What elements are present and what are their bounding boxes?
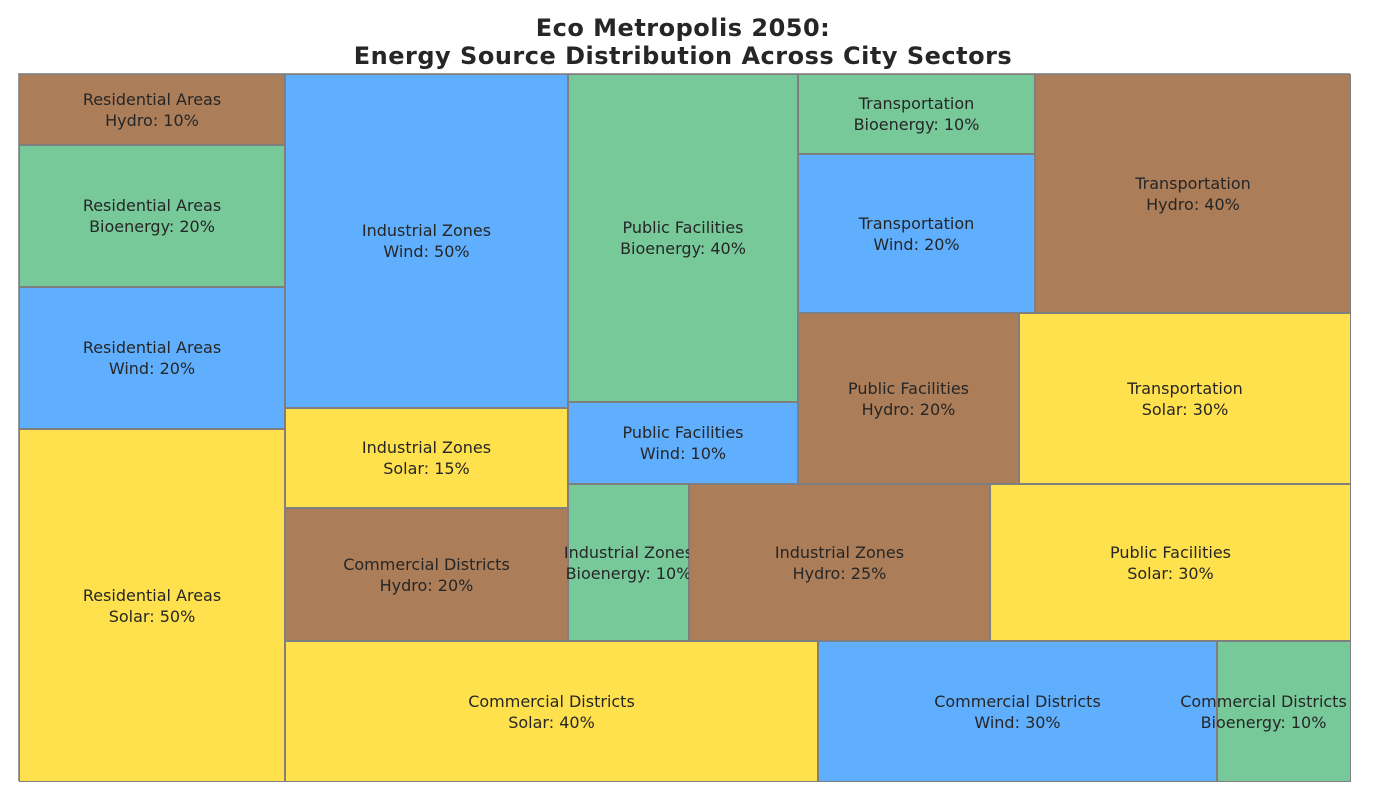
chart-title-line-2: Energy Source Distribution Across City S…: [353, 42, 1013, 70]
tile-residential-areas-wind: [19, 287, 285, 429]
tile-industrial-zones-solar: [285, 408, 568, 508]
tile-transportation-hydro: [1035, 74, 1351, 313]
tile-transportation-solar: [1019, 313, 1351, 484]
tile-public-facilities-solar: [990, 484, 1351, 641]
tile-commercial-districts-solar: [285, 641, 818, 782]
tile-commercial-districts-bioenergy: [1217, 641, 1351, 782]
tile-industrial-zones-wind: [285, 74, 568, 408]
tile-public-facilities-wind: [568, 402, 798, 484]
tile-public-facilities-hydro: [798, 313, 1019, 484]
tile-public-facilities-bioenergy: [568, 74, 798, 402]
tile-industrial-zones-bioenergy: [568, 484, 689, 641]
tile-commercial-districts-wind: [818, 641, 1217, 782]
tile-transportation-wind: [798, 154, 1035, 313]
chart-title-line-1: Eco Metropolis 2050:: [535, 14, 831, 42]
chart-title: Eco Metropolis 2050: Energy Source Distr…: [0, 14, 1366, 70]
tile-residential-areas-solar: [19, 429, 285, 782]
tile-transportation-bioenergy: [798, 74, 1035, 154]
tile-commercial-districts-hydro: [285, 508, 568, 641]
tile-industrial-zones-hydro: [689, 484, 990, 641]
tile-residential-areas-hydro: [19, 74, 285, 145]
tile-residential-areas-bioenergy: [19, 145, 285, 287]
treemap-plot-area: Residential Areas Hydro: 10% Residential A…: [18, 73, 1351, 782]
